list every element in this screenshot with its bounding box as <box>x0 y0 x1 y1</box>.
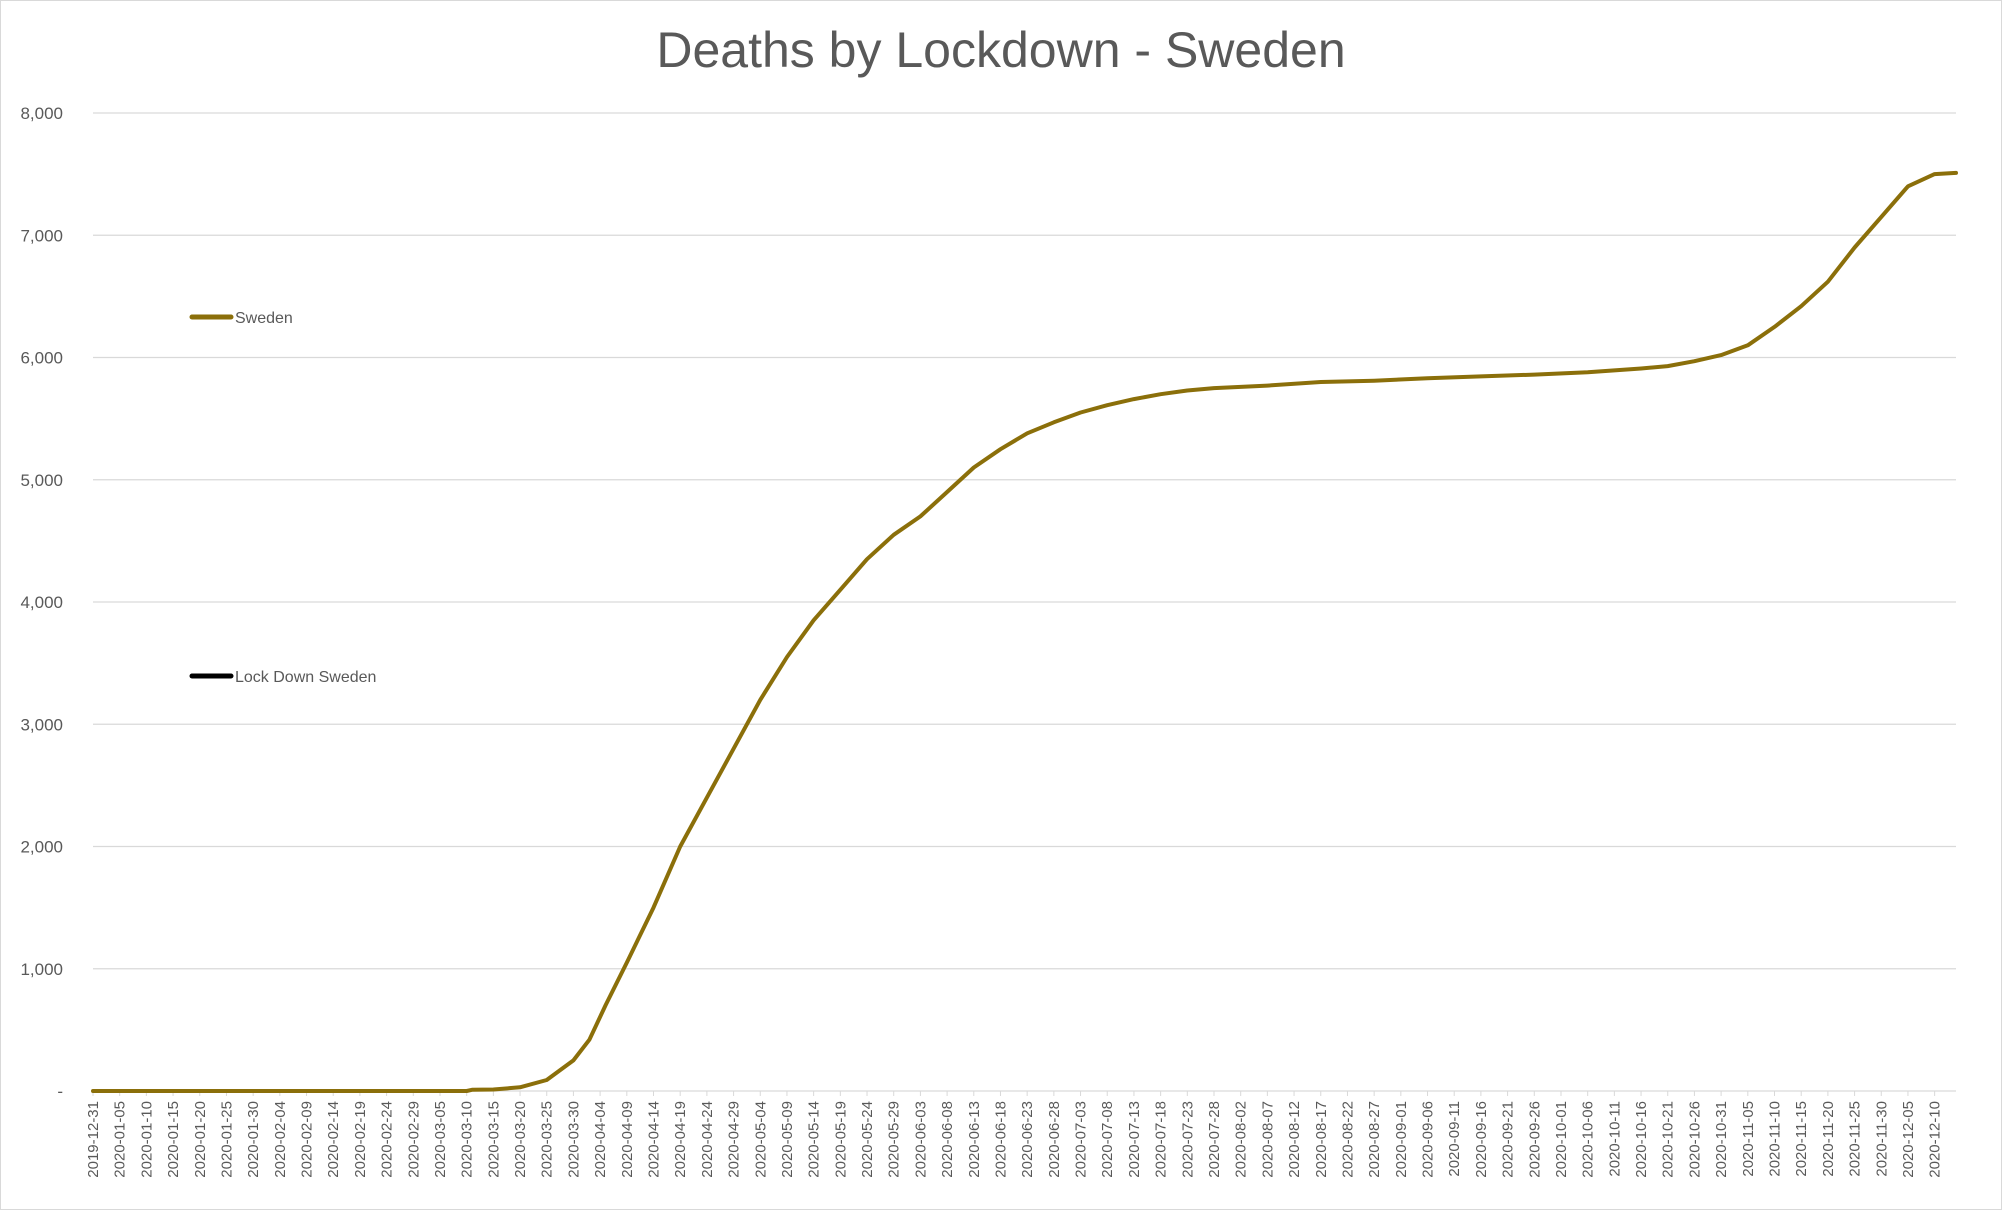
x-tick-label: 2020-04-24 <box>699 1101 716 1178</box>
series-line-sweden <box>91 170 1958 1093</box>
x-tick-label: 2020-08-07 <box>1259 1101 1276 1178</box>
y-tick-label: 7,000 <box>20 226 63 245</box>
series-layer <box>91 170 1958 1093</box>
x-tick-label: 2020-09-21 <box>1500 1101 1517 1178</box>
x-tick-label: 2020-10-21 <box>1660 1101 1677 1178</box>
x-axis-ticks: 2019-12-31 2020-01-05 2020-01-10 2020-01-15… <box>85 1091 1944 1178</box>
x-tick-label: 2020-10-26 <box>1686 1101 1703 1178</box>
x-tick-label: 2020-11-15 <box>1793 1101 1810 1177</box>
x-tick-label: 2020-11-30 <box>1873 1101 1890 1177</box>
x-tick-label: 2020-08-17 <box>1313 1101 1330 1178</box>
x-tick-label: 2020-01-25 <box>218 1101 235 1178</box>
x-tick-label: 2020-11-05 <box>1740 1101 1757 1177</box>
y-tick-label: 4,000 <box>20 593 63 612</box>
x-tick-label: 2020-02-14 <box>325 1101 342 1178</box>
x-tick-label: 2020-01-15 <box>165 1101 182 1178</box>
x-tick-label: 2020-05-24 <box>859 1101 876 1178</box>
x-tick-label: 2020-04-19 <box>672 1101 689 1178</box>
x-tick-label: 2019-12-31 <box>85 1101 102 1178</box>
x-tick-label: 2020-10-01 <box>1553 1101 1570 1178</box>
x-tick-label: 2020-06-28 <box>1046 1101 1063 1178</box>
x-tick-label: 2020-10-06 <box>1580 1101 1597 1178</box>
y-tick-label: 3,000 <box>20 715 63 734</box>
x-tick-label: 2020-03-10 <box>459 1101 476 1178</box>
y-tick-label: 8,000 <box>20 104 63 123</box>
x-tick-label: 2020-02-19 <box>352 1101 369 1178</box>
x-tick-label: 2020-10-31 <box>1713 1101 1730 1178</box>
x-tick-label: 2020-06-18 <box>992 1101 1009 1178</box>
x-tick-label: 2020-08-02 <box>1233 1101 1250 1178</box>
y-tick-label: - <box>57 1082 63 1101</box>
x-tick-label: 2020-09-26 <box>1526 1101 1543 1178</box>
legend-label-lock-down-sweden: Lock Down Sweden <box>235 669 376 686</box>
x-tick-label: 2020-02-29 <box>405 1101 422 1178</box>
x-tick-label: 2020-09-01 <box>1393 1101 1410 1178</box>
x-tick-label: 2020-03-30 <box>565 1101 582 1178</box>
y-tick-label: 2,000 <box>20 838 63 857</box>
x-tick-label: 2020-05-19 <box>832 1101 849 1178</box>
x-tick-label: 2020-04-09 <box>619 1101 636 1178</box>
gridlines <box>93 112 1956 1092</box>
x-tick-label: 2020-07-03 <box>1073 1101 1090 1178</box>
y-tick-label: 6,000 <box>20 349 63 368</box>
x-tick-label: 2020-09-16 <box>1473 1101 1490 1178</box>
x-tick-label: 2020-06-03 <box>912 1101 929 1178</box>
x-tick-label: 2020-09-06 <box>1420 1101 1437 1178</box>
y-tick-label: 5,000 <box>20 471 63 490</box>
x-tick-label: 2020-08-22 <box>1339 1101 1356 1178</box>
x-tick-label: 2020-08-27 <box>1366 1101 1383 1178</box>
x-tick-label: 2020-10-16 <box>1633 1101 1650 1178</box>
x-tick-label: 2020-07-28 <box>1206 1101 1223 1178</box>
x-tick-label: 2020-06-23 <box>1019 1101 1036 1178</box>
chart-title: Deaths by Lockdown - Sweden <box>656 22 1345 78</box>
x-tick-label: 2020-03-15 <box>485 1101 502 1178</box>
x-tick-label: 2020-01-20 <box>192 1101 209 1178</box>
x-tick-label: 2020-03-25 <box>539 1101 556 1178</box>
x-tick-label: 2020-02-24 <box>379 1101 396 1178</box>
x-tick-label: 2020-12-10 <box>1927 1101 1944 1178</box>
x-tick-label: 2020-03-20 <box>512 1101 529 1178</box>
x-tick-label: 2020-09-11 <box>1446 1101 1463 1177</box>
x-tick-label: 2020-07-18 <box>1153 1101 1170 1178</box>
x-tick-label: 2020-05-14 <box>806 1101 823 1178</box>
x-tick-label: 2020-11-10 <box>1767 1101 1784 1177</box>
x-tick-label: 2020-06-08 <box>939 1101 956 1178</box>
x-tick-label: 2020-05-29 <box>886 1101 903 1178</box>
x-tick-label: 2020-01-10 <box>138 1101 155 1178</box>
legend-label-sweden: Sweden <box>235 310 293 327</box>
x-tick-label: 2020-01-05 <box>112 1101 129 1178</box>
x-tick-label: 2020-05-09 <box>779 1101 796 1178</box>
legend: Sweden Lock Down Sweden <box>189 310 376 686</box>
x-tick-label: 2020-01-30 <box>245 1101 262 1178</box>
x-tick-label: 2020-12-05 <box>1900 1101 1917 1178</box>
x-tick-label: 2020-04-04 <box>592 1101 609 1178</box>
x-tick-label: 2020-02-09 <box>299 1101 316 1178</box>
x-tick-label: 2020-07-13 <box>1126 1101 1143 1178</box>
x-tick-label: 2020-05-04 <box>752 1101 769 1178</box>
x-tick-label: 2020-04-14 <box>646 1101 663 1178</box>
x-tick-label: 2020-10-11 <box>1606 1101 1623 1177</box>
y-tick-label: 1,000 <box>20 960 63 979</box>
x-tick-label: 2020-11-25 <box>1847 1101 1864 1177</box>
x-tick-label: 2020-07-23 <box>1179 1101 1196 1178</box>
x-tick-label: 2020-06-13 <box>966 1101 983 1178</box>
x-tick-label: 2020-07-08 <box>1099 1101 1116 1178</box>
x-tick-label: 2020-11-20 <box>1820 1101 1837 1177</box>
y-axis-ticks: - 1,000 2,000 3,000 4,000 5,000 6,000 7,000 8,00… <box>20 104 63 1101</box>
x-tick-label: 2020-02-04 <box>272 1101 289 1178</box>
x-tick-label: 2020-03-05 <box>432 1101 449 1178</box>
x-tick-label: 2020-04-29 <box>726 1101 743 1178</box>
x-tick-label: 2020-08-12 <box>1286 1101 1303 1178</box>
